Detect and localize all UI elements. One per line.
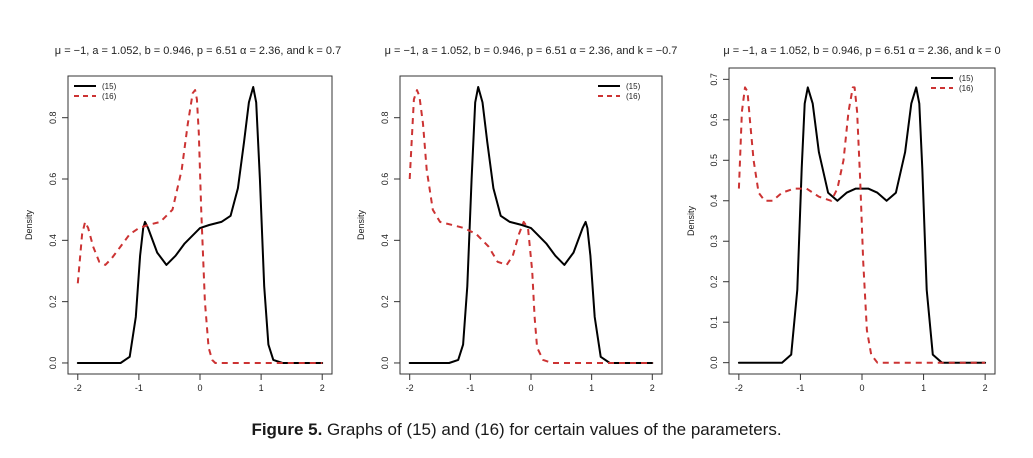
legend-label: (15): [626, 82, 641, 91]
x-tick-label: -1: [796, 383, 804, 393]
figure-panels: μ = −1, a = 1.052, b = 0.946, p = 6.51 α…: [24, 45, 1001, 393]
y-axis-label: Density: [356, 209, 366, 240]
x-tick-label: 2: [983, 383, 988, 393]
y-tick-label: 0.1: [709, 316, 719, 329]
x-tick-label: -1: [135, 383, 143, 393]
y-tick-label: 0.6: [380, 173, 390, 186]
x-tick-label: 2: [650, 383, 655, 393]
figure-caption: Figure 5. Graphs of (15) and (16) for ce…: [0, 420, 1033, 440]
x-tick-label: -1: [466, 383, 474, 393]
y-tick-label: 0.4: [48, 234, 58, 247]
series-line-15: [737, 86, 987, 364]
legend-label: (15): [959, 74, 974, 83]
series-line-15: [76, 86, 324, 364]
chart-title: μ = −1, a = 1.052, b = 0.946, p = 6.51 α…: [385, 45, 678, 57]
x-tick-label: -2: [74, 383, 82, 393]
y-tick-label: 0.6: [48, 173, 58, 186]
y-tick-label: 0.4: [380, 234, 390, 247]
legend-label: (16): [626, 92, 641, 101]
series-line-16: [76, 89, 323, 364]
chart-panel-2: μ = −1, a = 1.052, b = 0.946, p = 6.51 α…: [356, 45, 677, 393]
legend-label: (16): [102, 92, 117, 101]
y-tick-label: 0.5: [709, 154, 719, 167]
legend: (15)(16): [598, 82, 641, 101]
x-tick-label: -2: [735, 383, 743, 393]
legend: (15)(16): [74, 82, 117, 101]
y-axis-label: Density: [686, 205, 696, 236]
x-tick-label: 0: [859, 383, 864, 393]
y-tick-label: 0.3: [709, 235, 719, 248]
y-tick-label: 0.0: [709, 356, 719, 369]
chart-panel-3: μ = −1, a = 1.052, b = 0.946, p = 6.51 α…: [686, 45, 1001, 393]
x-tick-label: 1: [589, 383, 594, 393]
chart-title: μ = −1, a = 1.052, b = 0.946, p = 6.51 α…: [55, 45, 341, 57]
legend: (15)(16): [931, 74, 974, 93]
series-line-15: [408, 86, 654, 364]
plot-frame: [399, 75, 663, 375]
x-tick-label: 0: [528, 383, 533, 393]
chart-panel-1: μ = −1, a = 1.052, b = 0.946, p = 6.51 α…: [24, 45, 341, 393]
series-line-16: [737, 86, 986, 364]
x-tick-label: 1: [259, 383, 264, 393]
x-tick-label: 2: [320, 383, 325, 393]
legend-label: (16): [959, 84, 974, 93]
x-tick-label: 1: [921, 383, 926, 393]
y-tick-label: 0.4: [709, 195, 719, 208]
y-tick-label: 0.6: [709, 114, 719, 127]
y-tick-label: 0.2: [709, 275, 719, 288]
y-axis-label: Density: [24, 209, 34, 240]
plot-frame: [67, 75, 333, 375]
legend-label: (15): [102, 82, 117, 91]
y-tick-label: 0.8: [380, 111, 390, 124]
y-tick-label: 0.0: [380, 357, 390, 370]
x-tick-label: -2: [406, 383, 414, 393]
chart-title: μ = −1, a = 1.052, b = 0.946, p = 6.51 α…: [723, 45, 1000, 57]
series-line-16: [408, 89, 653, 364]
caption-text: Graphs of (15) and (16) for certain valu…: [322, 420, 782, 439]
y-tick-label: 0.2: [48, 295, 58, 308]
caption-label: Figure 5.: [251, 420, 323, 439]
y-tick-label: 0.0: [48, 357, 58, 370]
y-tick-label: 0.8: [48, 111, 58, 124]
y-tick-label: 0.7: [709, 73, 719, 86]
y-tick-label: 0.2: [380, 295, 390, 308]
x-tick-label: 0: [197, 383, 202, 393]
